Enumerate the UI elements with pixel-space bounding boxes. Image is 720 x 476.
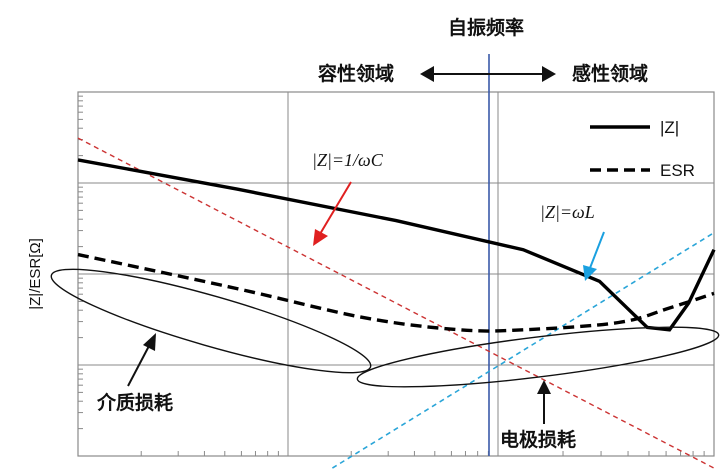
inductive-formula: |Z|=ωL [540,202,595,222]
legend: |Z| ESR [590,118,695,180]
axis-ticks [78,95,705,456]
electrode-loss-ellipse [356,326,720,388]
legend-label-esr: ESR [660,161,695,180]
legend-label-z: |Z| [660,118,679,137]
double-arrow [420,66,556,82]
dielectric-loss-ellipse [50,268,372,374]
dielectric-loss-label: 介质损耗 [96,391,173,414]
capacitive-formula: |Z|=1/ωC [312,150,384,170]
y-axis-label: |Z|/ESR[Ω] [27,238,44,310]
series-capacitive-line [77,137,715,469]
series-esr [77,252,715,333]
electrode-loss-arrow [537,380,551,424]
region-label-capacitive: 容性领域 [318,62,394,85]
inductive-arrow [583,231,605,281]
grid-lines [78,92,714,456]
series-impedance [77,158,716,332]
chart-title: 自振频率 [448,16,524,39]
region-label-inductive: 感性领域 [572,62,648,85]
capacitive-arrow [313,181,352,246]
dielectric-loss-arrow [127,333,156,387]
electrode-loss-label: 电极损耗 [500,428,576,451]
series-inductive-line [331,232,715,469]
